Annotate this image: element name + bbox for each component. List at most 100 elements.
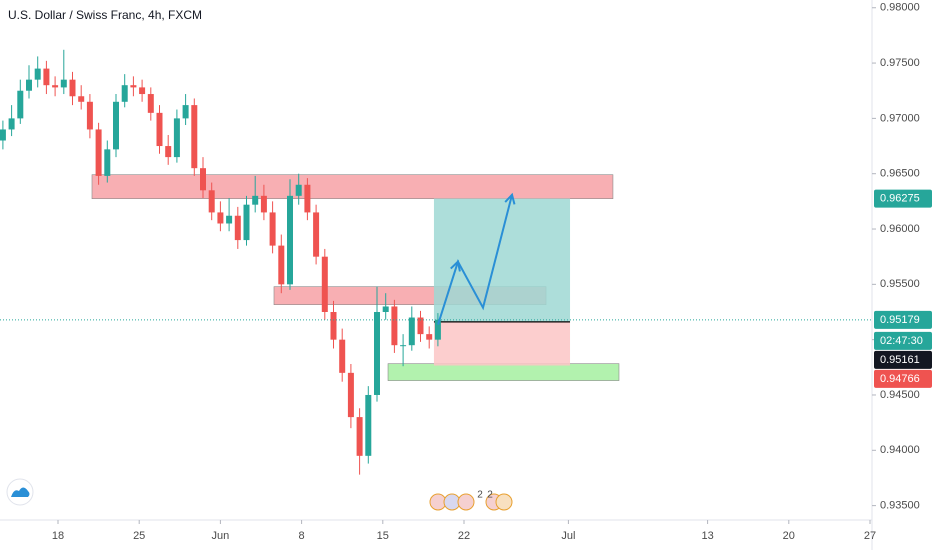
candle-body [78, 96, 85, 102]
candle-body [191, 105, 198, 169]
arrow-head [450, 259, 461, 272]
candle-body [321, 256, 328, 312]
candle-body [113, 101, 119, 150]
y-tick-label: 0.98000 [880, 2, 920, 14]
candle-body [278, 245, 285, 285]
candle-body [400, 345, 407, 347]
candle-body [295, 184, 302, 196]
price-tag-label: 0.95179 [880, 314, 920, 326]
x-tick-label: 22 [458, 530, 470, 542]
y-tick-label: 0.96000 [880, 223, 920, 235]
candle-body [182, 105, 189, 119]
arrow-path [437, 194, 513, 325]
candle-body [356, 417, 363, 456]
event-icon [495, 493, 513, 511]
y-tick-label: 0.96500 [880, 168, 920, 180]
candle-body [139, 87, 146, 95]
candle-body [130, 85, 137, 88]
price-tag: 02:47:30 [874, 331, 932, 350]
candle-body [173, 118, 180, 158]
candle-body [252, 195, 259, 205]
candle-body [382, 306, 389, 312]
x-tick-label: 27 [864, 530, 876, 542]
y-tick-label: 0.93500 [880, 500, 920, 512]
event-icons: 2 2 [429, 490, 513, 511]
x-tick-label: 18 [52, 530, 64, 542]
candle-body [0, 129, 6, 141]
price-tag: 0.95179 [874, 310, 932, 329]
profit-area [433, 198, 571, 322]
x-tick-label: Jun [212, 530, 230, 542]
candle-body [156, 112, 163, 147]
candle-body [121, 85, 128, 102]
zone [387, 363, 620, 381]
candle-body [243, 204, 250, 241]
candle-body [269, 212, 276, 246]
x-tick-label: 25 [133, 530, 145, 542]
candle-body [69, 79, 76, 97]
candle-body [26, 79, 32, 91]
plot-area [0, 49, 872, 475]
candle-body [347, 372, 354, 418]
x-tick-label: 13 [701, 530, 713, 542]
candle-body [217, 212, 224, 224]
price-tag-bg [874, 310, 932, 329]
event-count: 2 [477, 490, 483, 501]
price-tag-bg [874, 369, 932, 388]
candle-body [104, 149, 111, 176]
candle-body [165, 146, 172, 158]
candle-body [426, 334, 433, 340]
candle-body [330, 312, 337, 340]
candle-body [374, 312, 380, 395]
price-tag-label: 0.94766 [880, 373, 920, 385]
price-tag-bg [874, 189, 932, 208]
candle-body [208, 190, 215, 213]
price-tag: 0.94766 [874, 369, 932, 388]
logo-cloud [11, 487, 30, 497]
candle-body [147, 94, 154, 113]
candle-body [417, 317, 424, 335]
candle-body [287, 195, 293, 285]
candle-body [434, 319, 441, 340]
event-icon [457, 493, 475, 511]
loss-area [433, 321, 571, 366]
candle-body [365, 394, 372, 456]
y-tick-label: 0.97000 [880, 112, 920, 124]
candle-body [391, 306, 398, 346]
candle-body [226, 215, 233, 224]
candle-body [86, 101, 93, 130]
candle-body [313, 212, 320, 257]
price-tag-label: 02:47:30 [880, 335, 923, 347]
candle-body [60, 79, 67, 88]
price-tag-bg [874, 350, 932, 369]
x-tick-label: 20 [783, 530, 795, 542]
x-tick-label: Jul [561, 530, 575, 542]
candle-body [304, 184, 311, 213]
y-tick-label: 0.95500 [880, 278, 920, 290]
candle-body [339, 339, 346, 373]
candle-body [95, 129, 102, 176]
event-count: 2 [487, 490, 493, 501]
y-tick-label: 0.94500 [880, 389, 920, 401]
candle-body [43, 68, 50, 86]
candle-body [260, 195, 267, 213]
arrow-head [504, 192, 516, 205]
y-tick-label: 0.97500 [880, 57, 920, 69]
candle-body [200, 168, 206, 191]
candle-body [17, 90, 24, 119]
price-tag-label: 0.96275 [880, 193, 920, 205]
x-tick-label: 8 [299, 530, 305, 542]
price-tag: 0.96275 [874, 189, 932, 208]
candle-body [234, 215, 241, 241]
price-tag: 0.95161 [874, 350, 932, 369]
candle-body [408, 317, 415, 346]
chart-title: U.S. Dollar / Swiss Franc, 4h, FXCM [8, 8, 202, 22]
y-tick-label: 0.94000 [880, 444, 920, 456]
zone [91, 174, 614, 200]
candle-body [34, 68, 41, 80]
price-tag-label: 0.95161 [880, 354, 920, 366]
price-tag-bg [874, 331, 932, 350]
logo [6, 478, 34, 506]
candle-body [8, 118, 15, 130]
